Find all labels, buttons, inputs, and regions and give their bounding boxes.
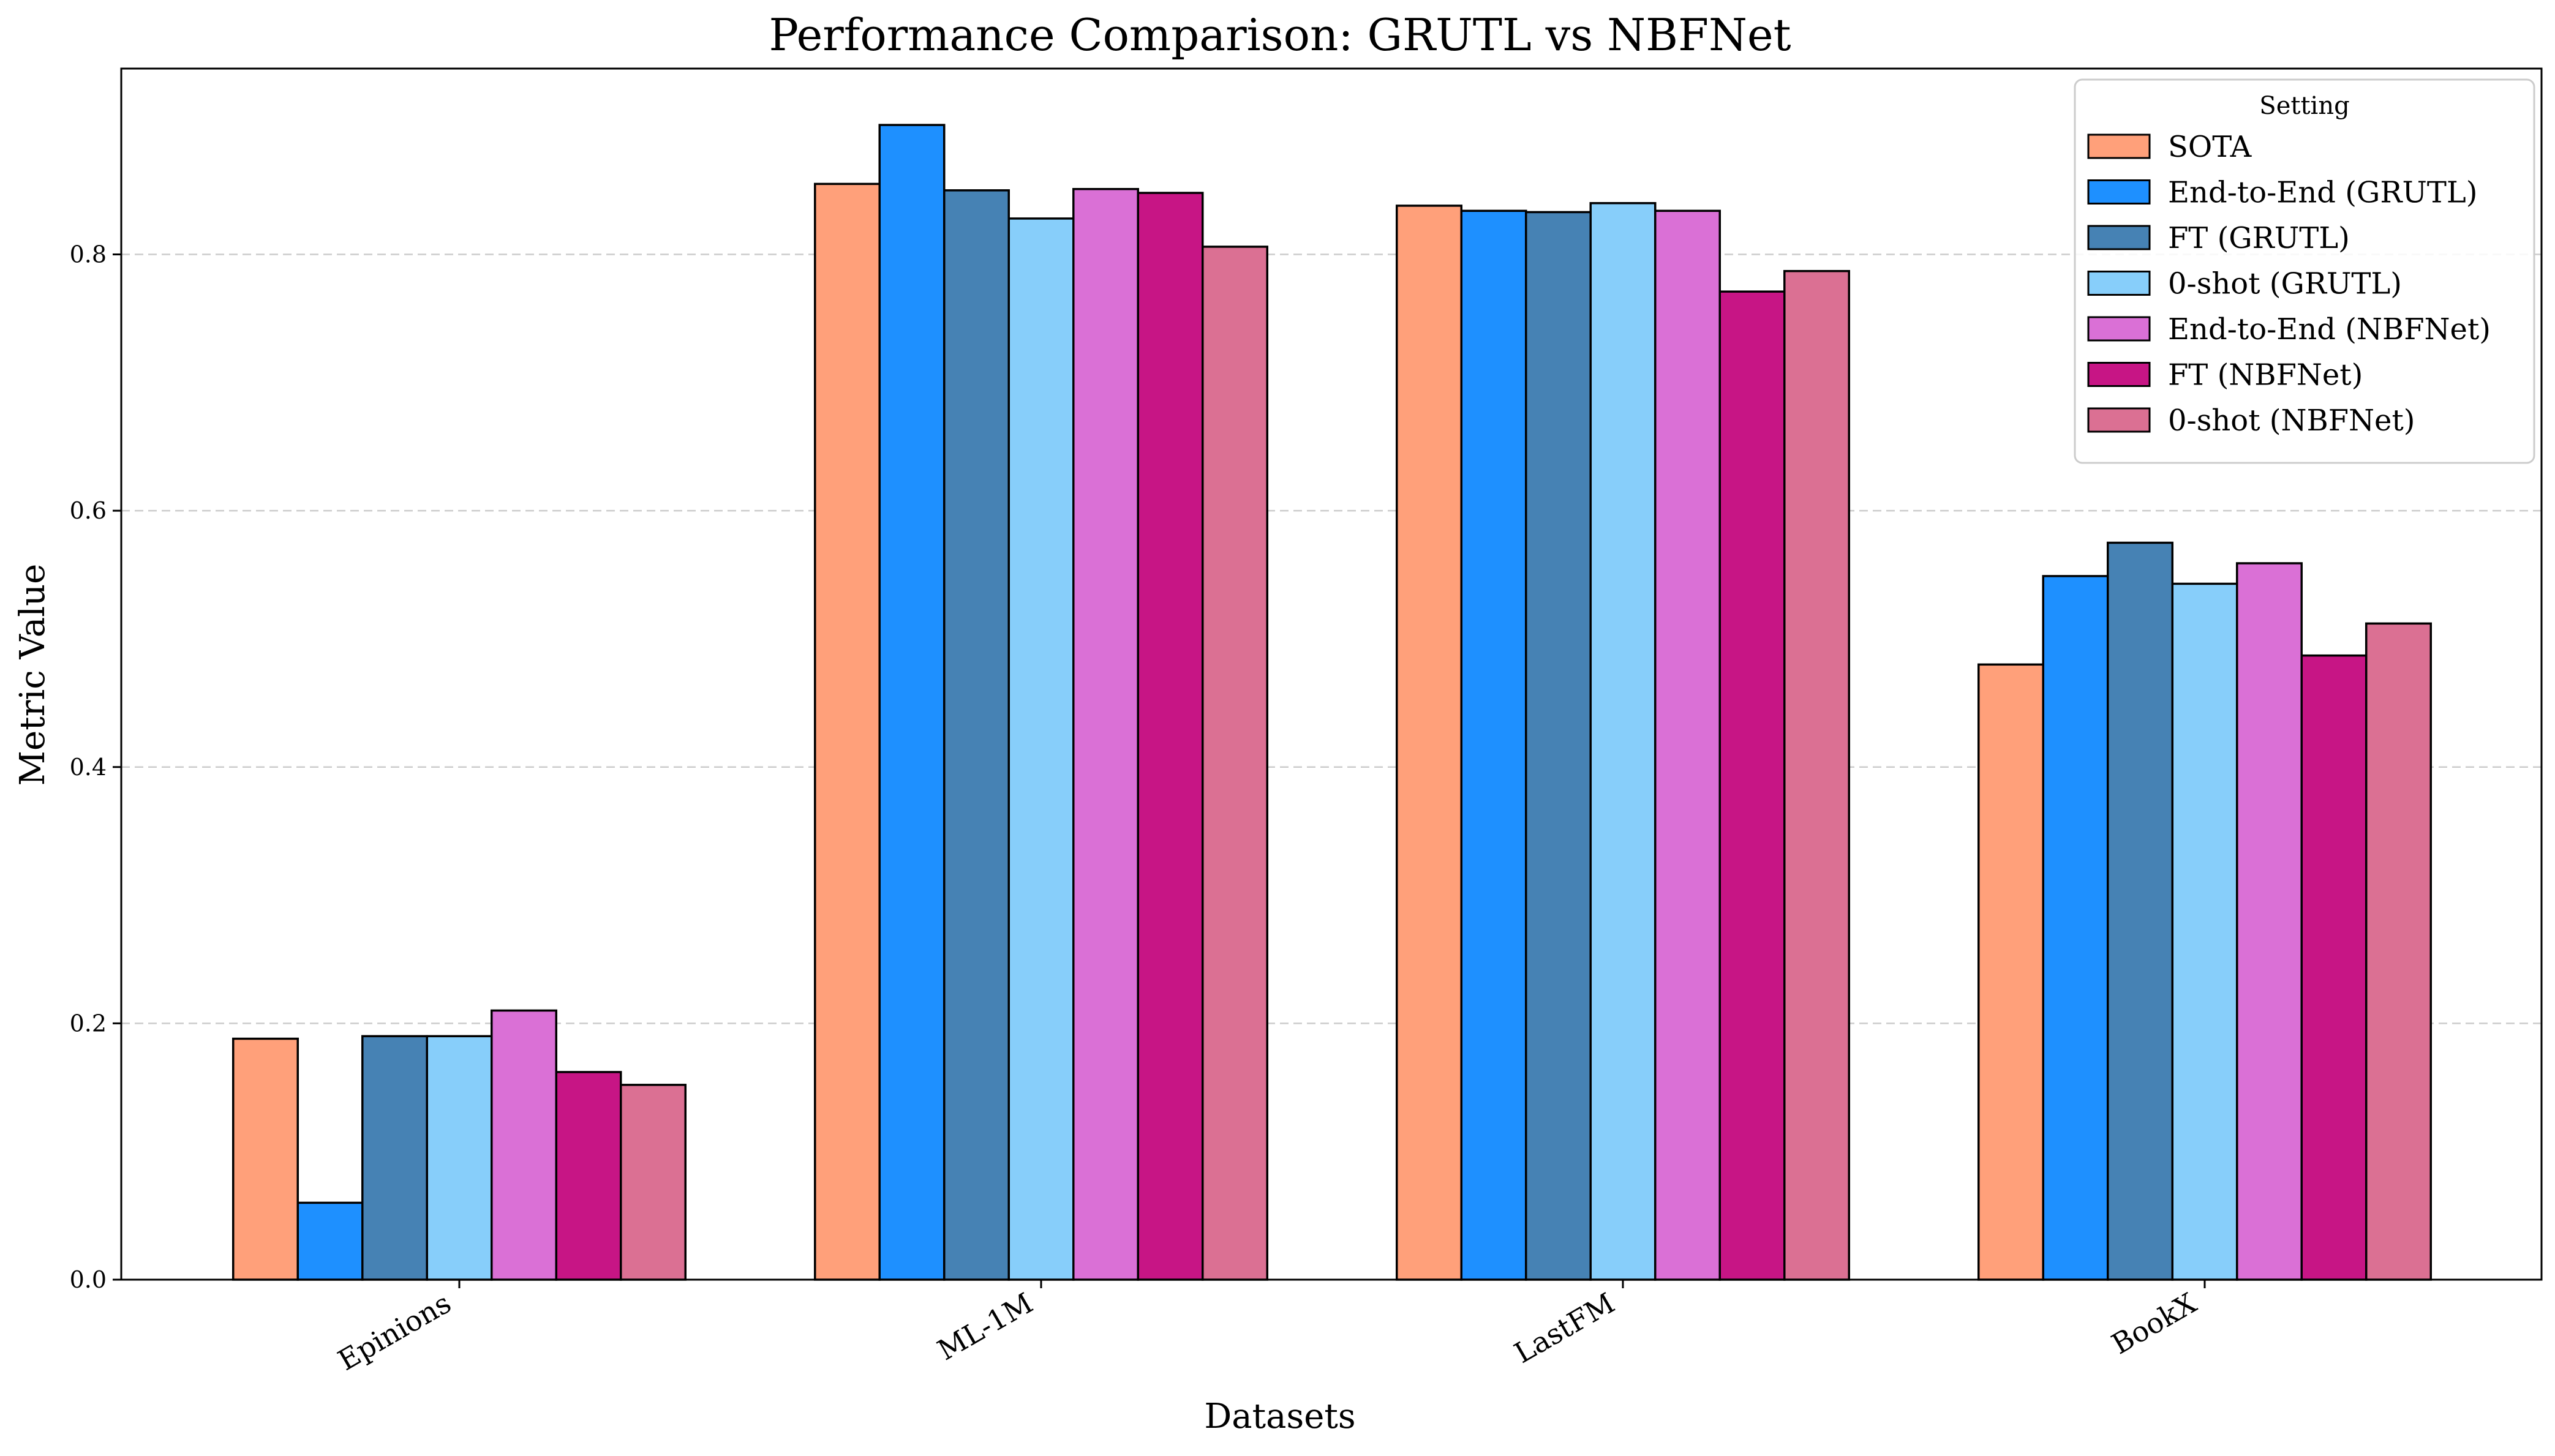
x-axis: Epinions ML-1M LastFM BookX: [333, 1280, 2206, 1377]
bar: [555, 1071, 622, 1281]
legend-title: Setting: [2259, 92, 2349, 120]
bar: [2042, 575, 2109, 1281]
bar: [2236, 562, 2303, 1281]
legend-label: End-to-End (NBFNet): [2168, 312, 2491, 347]
legend-swatch: [2087, 225, 2151, 250]
bars-layer: [232, 124, 2432, 1281]
x-tick-label: BookX: [2106, 1286, 2202, 1361]
bar: [1525, 211, 1592, 1281]
bar: [361, 1035, 428, 1281]
bar: [1654, 209, 1721, 1281]
bar: [1072, 188, 1139, 1281]
legend-swatch: [2087, 271, 2151, 296]
bar: [426, 1035, 493, 1281]
bar: [620, 1084, 687, 1281]
bar: [2300, 654, 2368, 1281]
legend-label: FT (NBFNet): [2168, 358, 2363, 392]
bar: [1460, 209, 1527, 1281]
legend-swatch: [2087, 316, 2151, 342]
y-tick-label: 0.6: [70, 497, 107, 524]
legend-label: End-to-End (GRUTL): [2168, 176, 2478, 210]
bar: [1783, 269, 1850, 1281]
bar: [814, 182, 881, 1281]
bar: [1396, 205, 1462, 1281]
bar: [878, 124, 946, 1281]
legend-label: SOTA: [2168, 130, 2252, 164]
chart-title: Performance Comparison: GRUTL vs NBFNet: [769, 9, 1791, 61]
bar: [1007, 217, 1075, 1281]
y-tick-label: 0.8: [70, 241, 107, 268]
legend-box: [2074, 78, 2535, 464]
bar: [1718, 290, 1786, 1281]
y-tick-label: 0.4: [70, 754, 107, 781]
bar: [1202, 246, 1268, 1281]
y-axis-label: Metric Value: [13, 564, 53, 786]
bar: [232, 1037, 299, 1281]
bar: [1977, 663, 2044, 1281]
x-tick-label: LastFM: [1508, 1286, 1620, 1370]
legend-swatch: [2087, 179, 2151, 205]
legend-label: 0-shot (GRUTL): [2168, 267, 2402, 301]
x-tick-label: ML-1M: [932, 1286, 1039, 1367]
bar: [296, 1201, 364, 1281]
legend-label: 0-shot (NBFNet): [2168, 403, 2415, 438]
bar: [1137, 192, 1204, 1281]
bar: [491, 1009, 557, 1281]
y-tick-label: 0.0: [70, 1266, 107, 1293]
y-tick-label: 0.2: [70, 1010, 107, 1037]
x-axis-label: Datasets: [1204, 1397, 1355, 1436]
bar: [943, 189, 1010, 1281]
x-tick-label: Epinions: [333, 1286, 457, 1377]
plot-frame: [120, 67, 2543, 1281]
legend-swatch: [2087, 362, 2151, 387]
legend-label: FT (GRUTL): [2168, 221, 2350, 255]
bar: [2365, 622, 2432, 1281]
bar: [2171, 582, 2238, 1281]
y-axis: 0.0 0.2 0.4 0.6 0.8: [70, 241, 121, 1293]
legend-swatch: [2087, 133, 2151, 159]
bar: [1589, 202, 1657, 1281]
legend-swatch: [2087, 407, 2151, 433]
bar: [2107, 541, 2173, 1281]
